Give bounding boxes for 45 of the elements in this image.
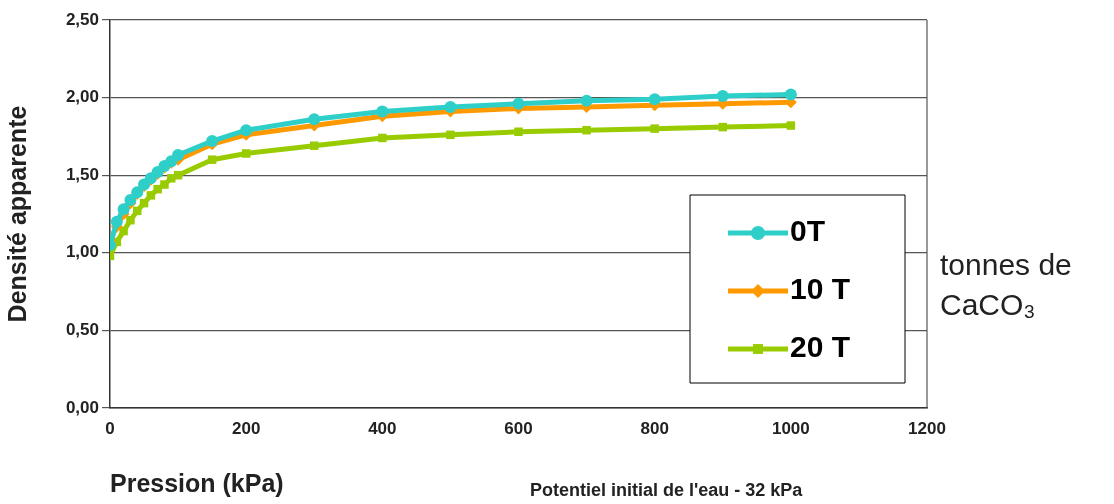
y-tick-label: 1,50 (65, 164, 99, 184)
point (172, 149, 185, 162)
x-tick-label: 600 (504, 418, 533, 438)
point (117, 203, 130, 216)
point (376, 105, 389, 118)
point (582, 125, 591, 135)
y-tick-label: 2,00 (65, 87, 99, 107)
y-axis-title: Densité apparente (2, 105, 31, 323)
text: Potentiel initial de l'eau - 32 kPa (530, 480, 803, 501)
legend-label: 0T (790, 214, 826, 248)
y-tick-label: 0,50 (65, 320, 99, 340)
x-tick-label: 400 (368, 418, 397, 438)
x-tick-label: 1000 (771, 418, 810, 438)
point (716, 90, 729, 103)
x-axis-title: Pression (kPa) (110, 468, 284, 497)
point (786, 121, 796, 130)
point (378, 133, 387, 143)
point (146, 191, 156, 200)
point (240, 124, 253, 137)
point (650, 124, 659, 133)
point (119, 226, 128, 236)
point (648, 93, 661, 106)
y-tick-label: 0,00 (65, 397, 99, 417)
x-tick-label: 0 (105, 418, 115, 438)
point (310, 141, 319, 150)
x-tick-label: 200 (231, 418, 261, 438)
point (446, 130, 455, 140)
point (160, 180, 169, 189)
point (308, 113, 321, 126)
legend-label: 10 T (790, 272, 851, 306)
point (110, 215, 123, 228)
y-tick-label: 1,00 (65, 242, 99, 262)
point (784, 88, 797, 101)
point (126, 215, 135, 225)
y-tick-label: 2,50 (65, 9, 99, 29)
point (580, 94, 593, 107)
x-tick-label: 1200 (908, 418, 946, 438)
legend-title: tonnes de CaCO₃ (940, 247, 1073, 323)
legend-label: 20 T (790, 330, 851, 364)
point (241, 149, 251, 158)
x-tick-label: 800 (640, 418, 669, 438)
point (207, 155, 217, 164)
point (512, 97, 525, 110)
point (514, 127, 523, 136)
point (444, 100, 457, 113)
